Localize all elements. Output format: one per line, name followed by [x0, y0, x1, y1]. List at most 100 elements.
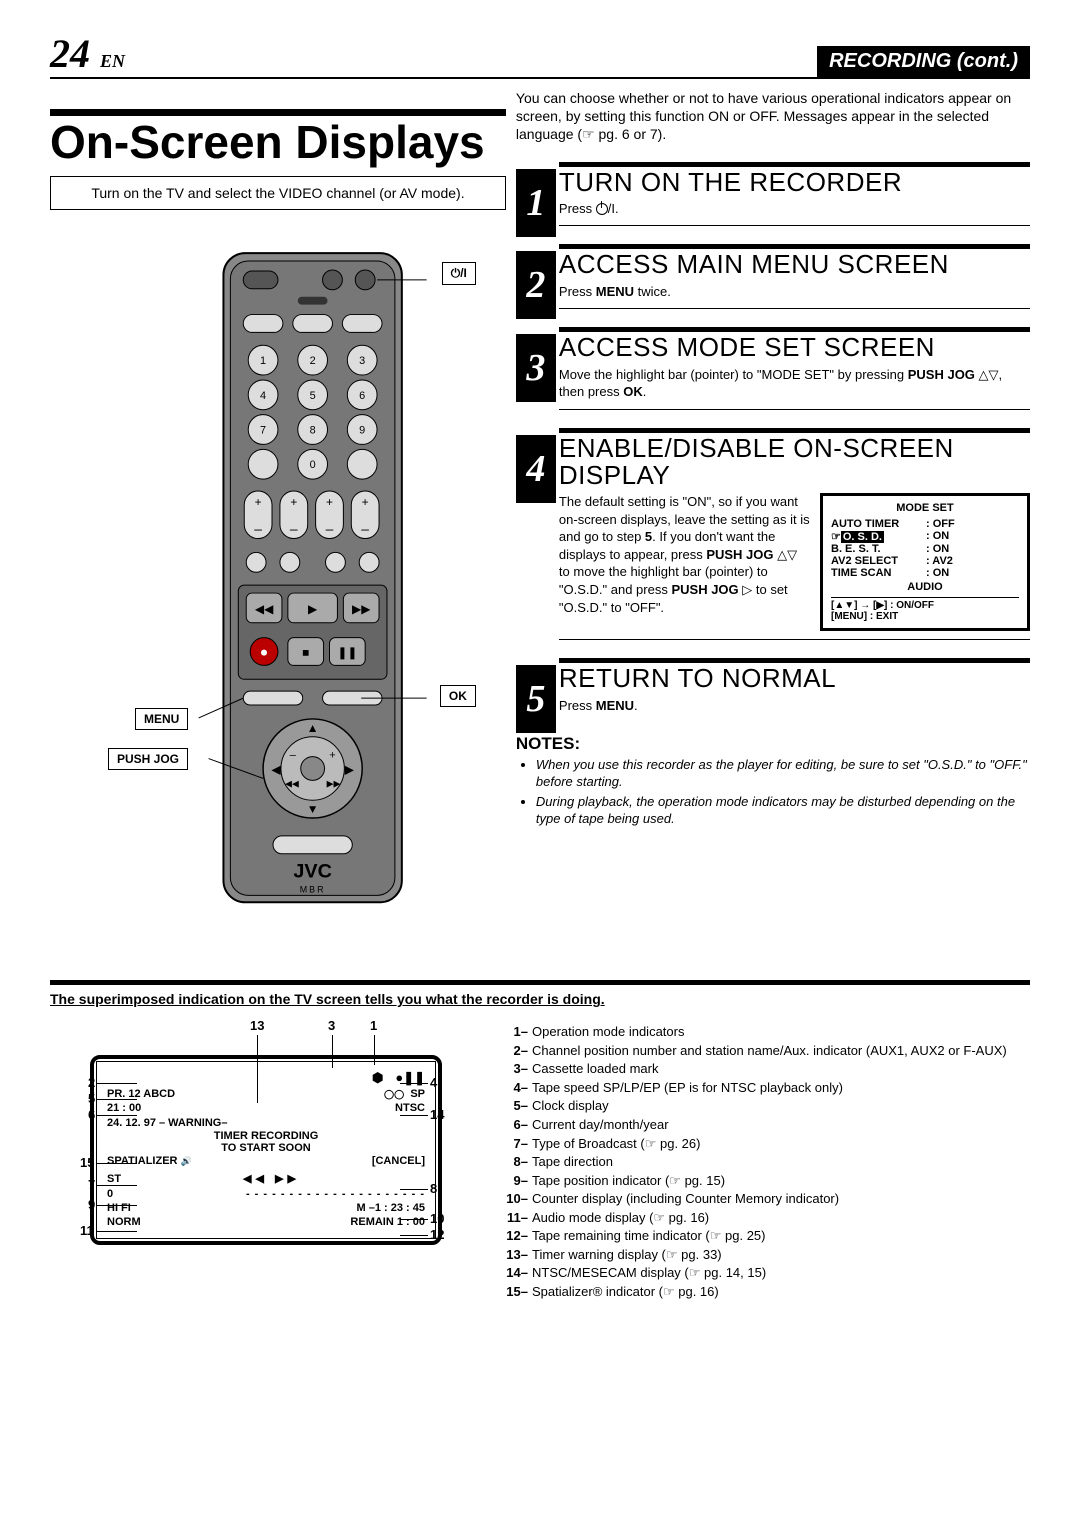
- svg-text:■: ■: [302, 646, 309, 660]
- svg-text:❚❚: ❚❚: [337, 646, 357, 660]
- step-body-5: Press MENU.: [559, 697, 1030, 715]
- mode-set-title: MODE SET: [831, 502, 1019, 514]
- svg-text:–: –: [290, 750, 297, 762]
- svg-text:–: –: [326, 521, 334, 537]
- callout-12: 12: [430, 1227, 444, 1242]
- svg-text:1: 1: [260, 355, 266, 367]
- svg-text:+: +: [329, 750, 335, 762]
- bottom-caption: The superimposed indication on the TV sc…: [50, 991, 1030, 1007]
- step-title-2: ACCESS MAIN MENU SCREEN: [559, 251, 1030, 278]
- page-lang: EN: [100, 51, 125, 71]
- svg-text:–: –: [254, 521, 262, 537]
- legend-item: Type of Broadcast (☞ pg. 26): [532, 1135, 1030, 1153]
- step-title-4: ENABLE/DISABLE ON-SCREEN DISPLAY: [559, 435, 1030, 490]
- remote-svg: 1 2 3 4 5 6 7 8 9 0: [50, 240, 506, 960]
- svg-text:+: +: [255, 495, 262, 509]
- svg-text:JVC: JVC: [293, 861, 332, 883]
- callout-10: 10: [430, 1211, 444, 1226]
- callout-1: 1: [370, 1018, 377, 1033]
- svg-text:▼: ▼: [307, 802, 319, 816]
- legend-item: Clock display: [532, 1097, 1030, 1115]
- svg-text:7: 7: [260, 425, 266, 437]
- callout-7: 7: [88, 1177, 95, 1192]
- label-menu: MENU: [135, 708, 188, 730]
- step-body-1: Press /I.: [559, 200, 1030, 218]
- notes-list: When you use this recorder as the player…: [516, 757, 1030, 828]
- legend-item: Timer warning display (☞ pg. 33): [532, 1246, 1030, 1264]
- step-number-3: 3: [516, 334, 556, 402]
- legend-item: Tape remaining time indicator (☞ pg. 25): [532, 1227, 1030, 1245]
- callout-11: 11: [80, 1223, 94, 1238]
- callout-8: 8: [430, 1181, 437, 1196]
- legend-item: Operation mode indicators: [532, 1023, 1030, 1041]
- label-power: ⏻/I: [442, 262, 476, 285]
- legend-item: Tape position indicator (☞ pg. 15): [532, 1172, 1030, 1190]
- svg-text:MBR: MBR: [300, 885, 326, 895]
- step-title-1: TURN ON THE RECORDER: [559, 169, 1030, 196]
- legend-item: Tape speed SP/LP/EP (EP is for NTSC play…: [532, 1079, 1030, 1097]
- svg-text:–: –: [290, 521, 298, 537]
- notes-title: NOTES:: [516, 734, 1030, 754]
- callout-9: 9: [88, 1197, 95, 1212]
- callout-13: 13: [250, 1018, 264, 1033]
- step-body-2: Press MENU twice.: [559, 283, 1030, 301]
- svg-text:◀: ◀: [271, 763, 281, 777]
- svg-text:2: 2: [310, 355, 316, 367]
- page-header: 24 EN RECORDING (cont.): [50, 30, 1030, 79]
- callout-14: 14: [430, 1107, 444, 1122]
- legend-item: Cassette loaded mark: [532, 1060, 1030, 1078]
- step-body-3: Move the highlight bar (pointer) to "MOD…: [559, 366, 1030, 401]
- legend-list: 1–Operation mode indicators 2–Channel po…: [502, 1023, 1030, 1301]
- label-ok: OK: [440, 685, 476, 707]
- intro-text: You can choose whether or not to have va…: [516, 89, 1030, 144]
- legend-item: Audio mode display (☞ pg. 16): [532, 1209, 1030, 1227]
- power-icon: [596, 203, 608, 215]
- svg-text:▲: ▲: [307, 721, 319, 735]
- tv-diagram: 13 3 1 2 5 6 15 7 9 11 4 14 8: [50, 1023, 482, 1301]
- svg-text:+: +: [290, 495, 297, 509]
- svg-text:◀◀: ◀◀: [285, 779, 299, 789]
- svg-text:◀◀: ◀◀: [255, 602, 274, 616]
- callout-2: 2: [88, 1075, 95, 1090]
- page-number: 24 EN: [50, 30, 125, 77]
- page-title: On-Screen Displays: [50, 118, 506, 166]
- mode-set-box: MODE SET AUTO TIMER: OFF ☞O. S. D.: ON B…: [820, 493, 1030, 631]
- svg-text:▶: ▶: [308, 602, 318, 616]
- svg-text:3: 3: [359, 355, 365, 367]
- step-number-5: 5: [516, 665, 556, 733]
- note-item: During playback, the operation mode indi…: [536, 794, 1030, 828]
- legend-item: Spatializer® indicator (☞ pg. 16): [532, 1283, 1030, 1301]
- note-item: When you use this recorder as the player…: [536, 757, 1030, 791]
- callout-6: 6: [88, 1107, 95, 1122]
- svg-text:●: ●: [260, 644, 268, 660]
- remote-diagram: 1 2 3 4 5 6 7 8 9 0: [50, 240, 506, 960]
- page-number-value: 24: [50, 31, 90, 76]
- callout-3: 3: [328, 1018, 335, 1033]
- step-body-4: The default setting is "ON", so if you w…: [559, 493, 810, 631]
- hand-icon: ☞: [831, 531, 841, 543]
- legend-item: Counter display (including Counter Memor…: [532, 1190, 1030, 1208]
- svg-text:9: 9: [359, 425, 365, 437]
- legend-item: NTSC/MESECAM display (☞ pg. 14, 15): [532, 1264, 1030, 1282]
- subtitle-box: Turn on the TV and select the VIDEO chan…: [50, 176, 506, 210]
- svg-text:–: –: [361, 521, 369, 537]
- svg-text:▶▶: ▶▶: [352, 602, 371, 616]
- svg-text:6: 6: [359, 390, 365, 402]
- step-number-1: 1: [516, 169, 556, 237]
- svg-text:▶▶: ▶▶: [327, 779, 341, 789]
- step-number-2: 2: [516, 251, 556, 319]
- step-title-5: RETURN TO NORMAL: [559, 665, 1030, 692]
- svg-text:4: 4: [260, 390, 266, 402]
- svg-text:8: 8: [310, 425, 316, 437]
- step-title-3: ACCESS MODE SET SCREEN: [559, 334, 1030, 361]
- callout-15: 15: [80, 1155, 94, 1170]
- legend-item: Current day/month/year: [532, 1116, 1030, 1134]
- legend-item: Tape direction: [532, 1153, 1030, 1171]
- svg-text:+: +: [326, 495, 333, 509]
- step-number-4: 4: [516, 435, 556, 503]
- legend-item: Channel position number and station name…: [532, 1042, 1030, 1060]
- callout-5: 5: [88, 1091, 95, 1106]
- section-title: RECORDING (cont.): [817, 46, 1030, 77]
- label-pushjog: PUSH JOG: [108, 748, 188, 770]
- callout-4: 4: [430, 1075, 437, 1090]
